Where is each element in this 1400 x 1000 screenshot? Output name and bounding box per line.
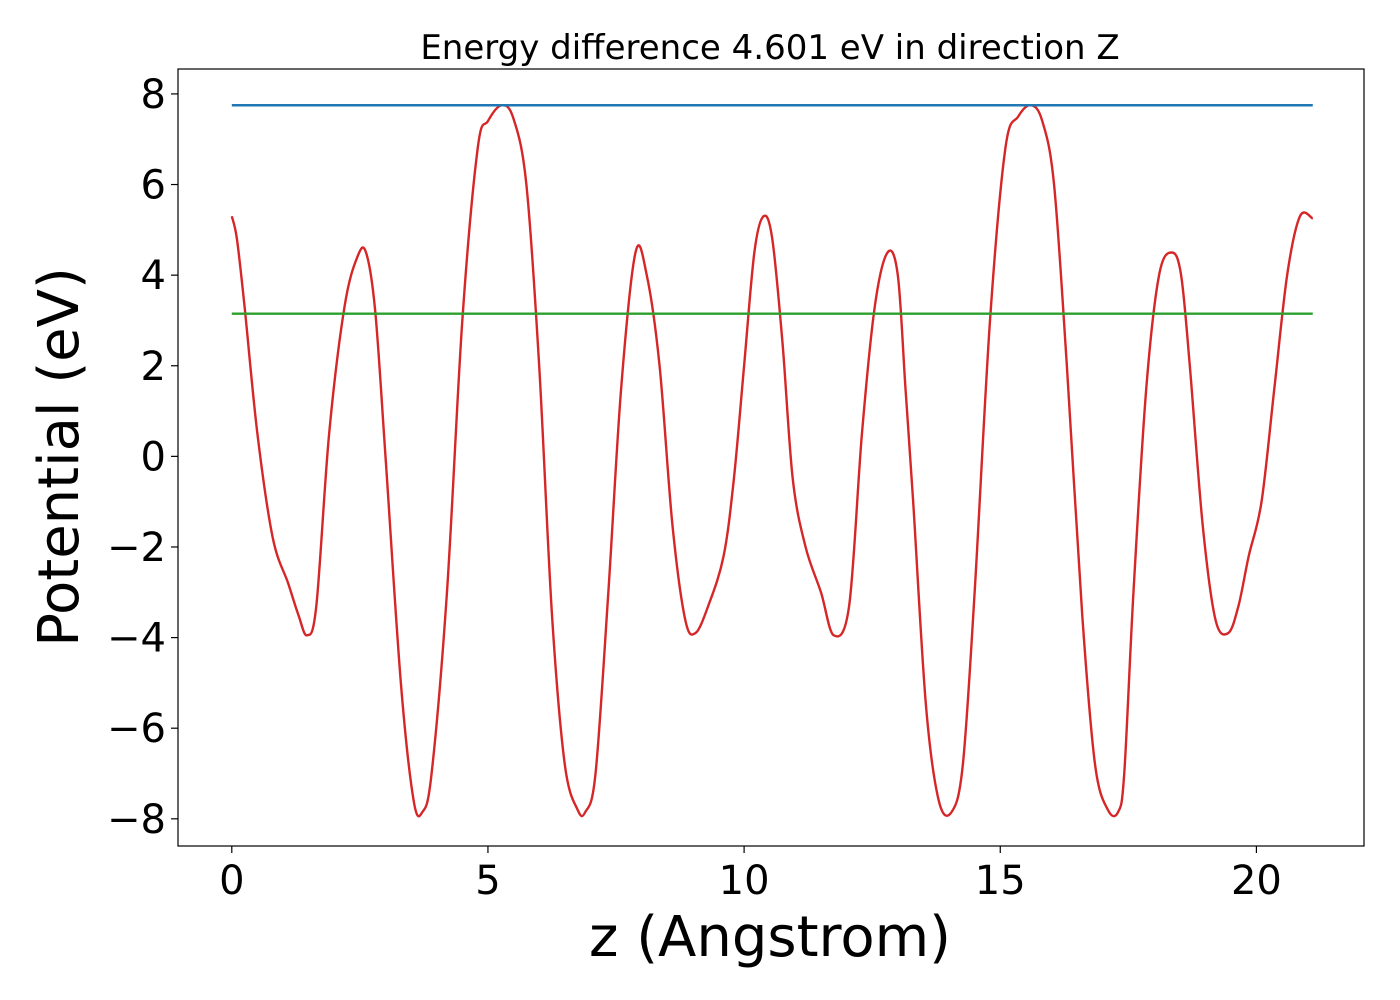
y-tick-label: −6 xyxy=(107,706,166,752)
y-tick-label: −2 xyxy=(107,525,166,571)
y-tick-label: 6 xyxy=(141,163,166,209)
y-tick-label: 2 xyxy=(141,344,166,390)
y-tick-label: 0 xyxy=(141,434,166,480)
y-tick-label: 4 xyxy=(141,253,166,299)
y-axis-label: Potential (eV) xyxy=(27,267,92,647)
x-axis: 0 5 10 15 20 xyxy=(219,846,1282,904)
y-axis: −8 −6 −4 −2 0 2 4 6 8 xyxy=(107,72,178,843)
x-tick-label: 0 xyxy=(219,858,244,904)
chart-title: Energy difference 4.601 eV in direction … xyxy=(420,28,1119,68)
series-layer xyxy=(230,103,1314,818)
x-tick-label: 5 xyxy=(475,858,500,904)
x-tick-label: 10 xyxy=(719,858,770,904)
y-tick-label: 8 xyxy=(141,72,166,118)
x-tick-label: 20 xyxy=(1231,858,1282,904)
x-axis-label: z (Angstrom) xyxy=(589,905,951,970)
y-tick-label: −8 xyxy=(107,797,166,843)
plot-frame xyxy=(177,68,1365,847)
potential-line xyxy=(230,103,1314,818)
x-tick-label: 15 xyxy=(975,858,1026,904)
y-tick-label: −4 xyxy=(107,616,166,662)
